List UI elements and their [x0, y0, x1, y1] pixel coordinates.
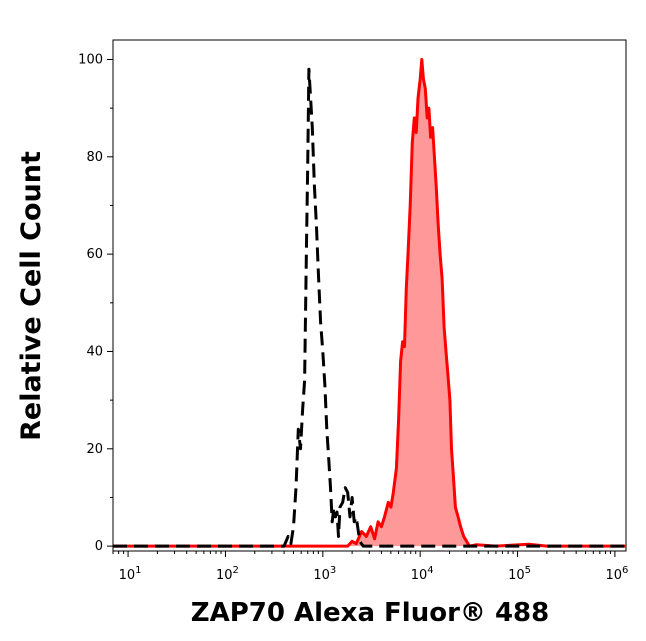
x-tick-label: 102: [216, 565, 239, 583]
control-histogram-line: [113, 67, 626, 548]
x-tick-label: 105: [508, 565, 531, 583]
y-tick-label: 60: [86, 247, 103, 262]
x-tick-label: 103: [313, 565, 336, 583]
y-tick-label: 40: [86, 344, 103, 359]
y-tick-label: 20: [86, 442, 103, 457]
x-axis-title: ZAP70 Alexa Fluor® 488: [191, 598, 550, 628]
y-tick-label: 80: [86, 150, 103, 165]
x-tick-label: 106: [605, 565, 628, 583]
x-tick-label: 101: [119, 565, 142, 583]
y-tick-label: 100: [78, 52, 103, 67]
x-tick-label: 104: [411, 565, 434, 583]
plot-frame: [112, 39, 627, 552]
ticks-layer: 0 20 40 60 80 100 101 102 103 104 105 106: [78, 52, 628, 583]
sample-histogram-fill: [113, 59, 626, 547]
y-axis-title: Relative Cell Count: [16, 151, 47, 441]
sample-histogram-line: [113, 58, 626, 548]
series-layer: [113, 58, 626, 548]
y-tick-label: 0: [95, 539, 103, 554]
